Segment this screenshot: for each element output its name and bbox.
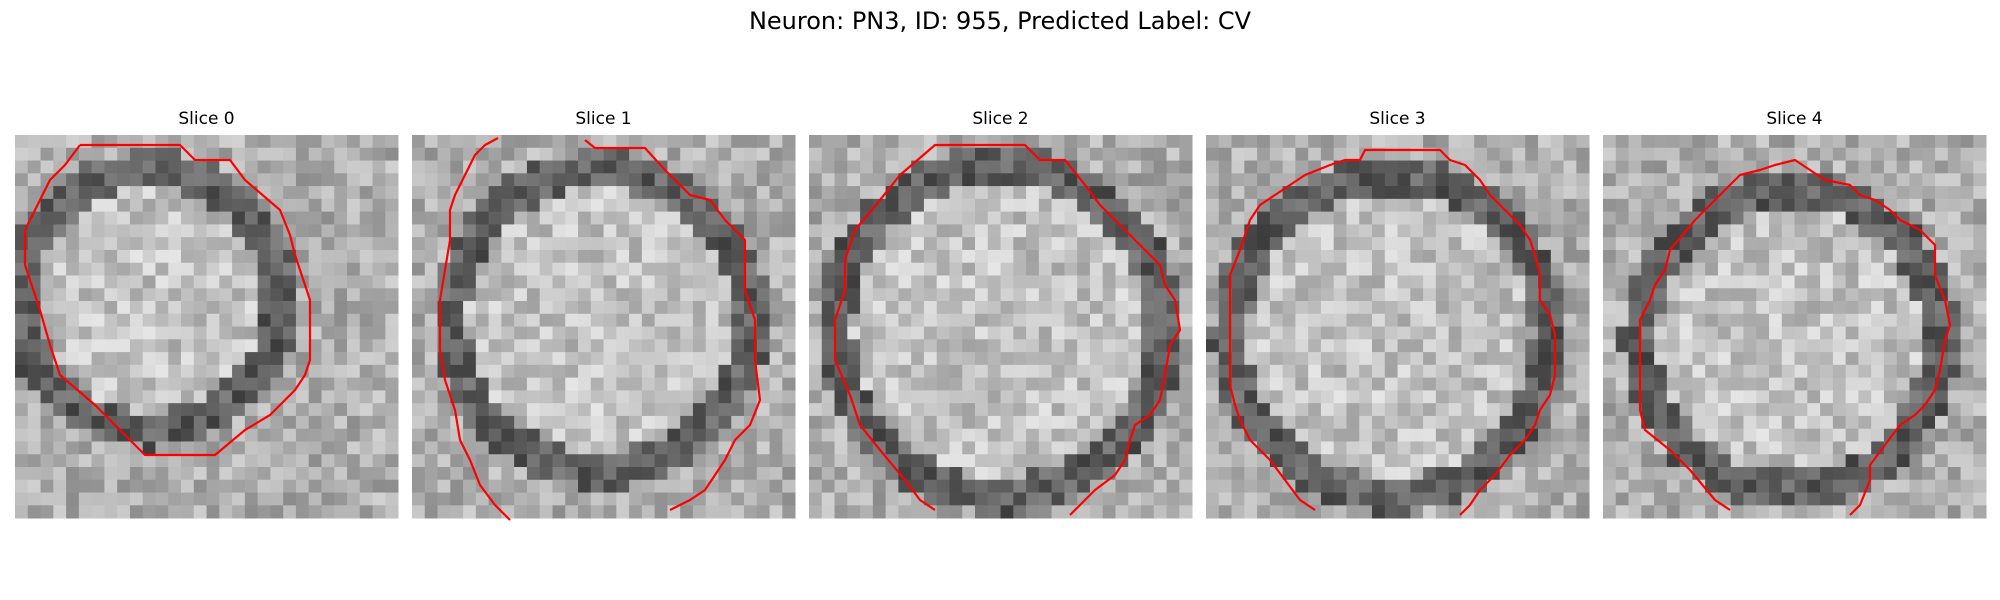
slice-4-image <box>1603 135 1987 519</box>
slice-2-panel <box>809 135 1193 519</box>
slice-4-panel <box>1603 135 1987 519</box>
slice-0-panel <box>15 135 399 519</box>
slice-3-panel <box>1206 135 1590 519</box>
slice-1-panel <box>412 135 796 520</box>
slice-3-image <box>1206 135 1590 519</box>
slice-0-image <box>15 135 399 519</box>
slice-2-image <box>809 135 1193 519</box>
